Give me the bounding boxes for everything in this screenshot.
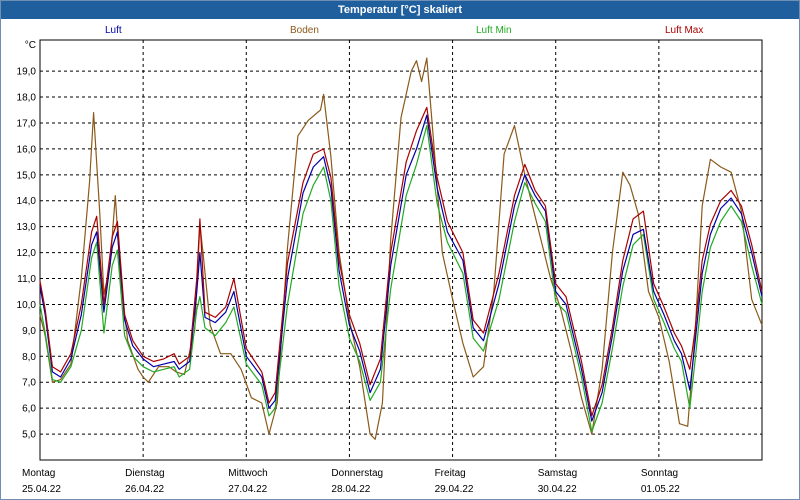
y-tick-label: 6,0 (22, 404, 36, 415)
x-tick-day: Freitag (435, 468, 466, 479)
x-tick-date: 25.04.22 (22, 484, 61, 495)
y-tick-label: 14,0 (17, 196, 37, 207)
y-tick-label: 13,0 (17, 222, 37, 233)
y-tick-label: 16,0 (17, 144, 37, 155)
x-tick-date: 30.04.22 (538, 484, 577, 495)
chart-title: Temperatur [°C] skaliert (1, 1, 799, 19)
x-tick-day: Donnerstag (331, 468, 383, 479)
x-tick-date: 01.05.22 (641, 484, 680, 495)
y-tick-label: 15,0 (17, 170, 37, 181)
legend-luft: Luft (105, 25, 122, 36)
x-tick-day: Montag (22, 468, 55, 479)
series-line-luft (39, 114, 763, 422)
y-tick-label: 18,0 (17, 93, 37, 104)
y-tick-label: 7,0 (22, 378, 36, 389)
y-tick-label: 9,0 (22, 326, 36, 337)
x-tick-date: 29.04.22 (435, 484, 474, 495)
y-tick-label: 11,0 (17, 274, 36, 285)
x-tick-date: 27.04.22 (228, 484, 267, 495)
y-tick-label: 5,0 (22, 430, 36, 441)
x-tick-day: Samstag (538, 468, 577, 479)
series-line-luft-min (39, 124, 763, 433)
x-tick-day: Sonntag (641, 468, 678, 479)
plot-area (39, 39, 763, 461)
x-tick-date: 26.04.22 (125, 484, 164, 495)
y-tick-label: 17,0 (17, 118, 37, 129)
y-tick-label: 10,0 (17, 300, 37, 311)
x-tick-date: 28.04.22 (331, 484, 370, 495)
legend-luft-max: Luft Max (665, 25, 704, 36)
y-axis-unit: °C (25, 40, 36, 51)
x-tick-day: Mittwoch (228, 468, 267, 479)
y-tick-label: 12,0 (17, 248, 37, 259)
legend-luft-min: Luft Min (476, 25, 512, 36)
y-tick-label: 8,0 (22, 352, 36, 363)
legend-boden: Boden (290, 25, 319, 36)
y-tick-label: 19,0 (17, 67, 37, 78)
series-line-boden (39, 57, 763, 440)
series-line-luft-max (39, 106, 763, 417)
x-tick-day: Dienstag (125, 468, 164, 479)
